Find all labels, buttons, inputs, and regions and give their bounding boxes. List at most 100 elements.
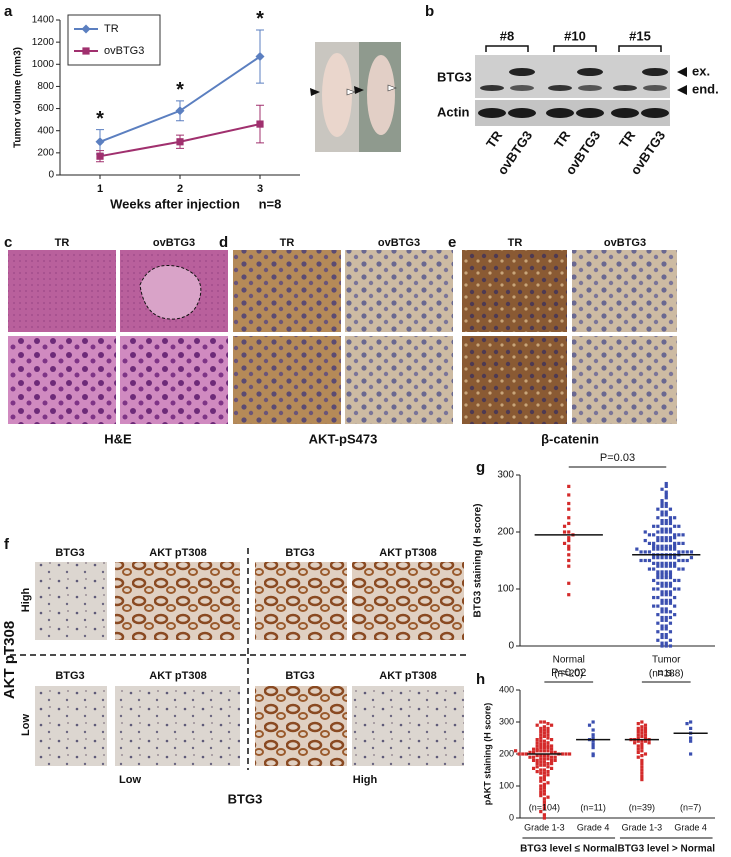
point — [664, 561, 668, 565]
band — [578, 85, 602, 91]
band-label: ex. — [692, 63, 710, 78]
point — [539, 784, 543, 788]
bracket — [485, 45, 529, 52]
point — [546, 746, 550, 750]
point — [542, 782, 546, 786]
point — [546, 749, 550, 753]
panel-label: b — [425, 3, 434, 20]
point — [542, 720, 546, 724]
point — [591, 728, 595, 732]
point — [542, 746, 546, 750]
point — [542, 749, 546, 753]
point — [546, 741, 550, 745]
point — [660, 601, 664, 605]
point — [656, 507, 660, 511]
point — [539, 736, 543, 740]
point — [660, 536, 664, 540]
column-axis-label: BTG3 — [228, 791, 263, 806]
point — [656, 547, 660, 551]
row-label: High — [20, 588, 32, 613]
point — [668, 581, 673, 585]
y-axis-label: BTG3 staining (H score) — [473, 504, 484, 618]
point — [668, 521, 673, 526]
point — [553, 758, 557, 762]
column-label: BTG3 — [55, 547, 84, 559]
point — [96, 152, 104, 160]
point — [652, 544, 656, 548]
point — [567, 493, 571, 497]
point — [689, 752, 693, 756]
column-label: BTG3 — [55, 670, 84, 682]
point — [660, 538, 664, 543]
point — [664, 504, 668, 508]
point — [656, 536, 660, 540]
point — [643, 558, 647, 563]
note: n=8 — [259, 196, 282, 211]
point — [640, 720, 644, 724]
point — [664, 644, 668, 648]
point — [664, 484, 668, 488]
point — [542, 728, 546, 732]
point — [567, 507, 571, 511]
point — [660, 590, 664, 594]
point — [647, 567, 652, 571]
point — [668, 601, 673, 605]
point — [643, 739, 648, 743]
comparison-label: n.s. — [657, 667, 675, 679]
x-tick-label: 3 — [257, 183, 263, 195]
annotation: * — [96, 108, 104, 130]
point — [668, 593, 673, 597]
point — [656, 604, 660, 608]
point — [668, 516, 673, 520]
point — [567, 530, 571, 534]
point — [535, 758, 539, 762]
point — [531, 766, 536, 770]
point — [535, 749, 539, 753]
point — [673, 533, 677, 537]
panel-label: c — [4, 234, 12, 251]
point — [591, 736, 595, 740]
band-label: end. — [692, 81, 719, 96]
point — [656, 538, 660, 543]
point — [539, 730, 543, 734]
point — [562, 541, 567, 545]
point — [539, 746, 543, 750]
point — [549, 758, 554, 762]
point — [652, 604, 656, 608]
column-label: AKT pT308 — [149, 670, 206, 682]
point — [656, 630, 660, 634]
point — [633, 741, 637, 745]
point — [531, 755, 536, 759]
column-label: ovBTG3 — [604, 237, 646, 249]
point — [660, 581, 664, 585]
lane-label: TR — [483, 128, 506, 151]
point — [652, 556, 656, 560]
y-tick-label: 600 — [37, 103, 54, 114]
point — [660, 624, 664, 628]
band — [643, 85, 667, 91]
band — [576, 108, 604, 118]
band — [508, 108, 536, 118]
point — [660, 504, 664, 508]
point — [664, 510, 668, 514]
point — [562, 524, 567, 528]
point — [660, 564, 664, 568]
point — [542, 771, 546, 775]
point — [664, 521, 668, 526]
point — [668, 644, 673, 648]
group-label: BTG3 level ≤ Normal — [520, 844, 617, 855]
point — [664, 576, 668, 580]
point — [517, 752, 521, 756]
point — [546, 795, 550, 799]
point — [640, 758, 644, 762]
point — [567, 538, 571, 543]
point — [664, 519, 668, 523]
column-label: TR — [55, 237, 70, 249]
point — [542, 754, 546, 758]
band — [613, 85, 637, 91]
point — [668, 590, 673, 594]
point — [636, 722, 640, 726]
point — [542, 792, 546, 796]
panel-label: h — [476, 671, 485, 688]
point — [668, 630, 673, 634]
